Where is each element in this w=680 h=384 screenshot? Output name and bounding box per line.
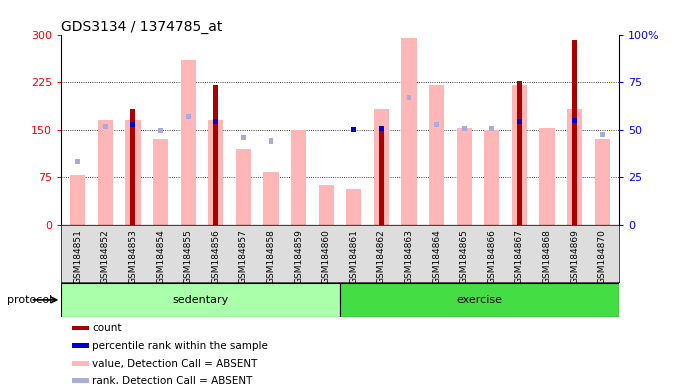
Text: rank, Detection Call = ABSENT: rank, Detection Call = ABSENT	[92, 376, 253, 384]
Text: GSM184869: GSM184869	[570, 229, 579, 284]
Bar	[241, 135, 246, 140]
Text: GSM184854: GSM184854	[156, 229, 165, 284]
Text: GSM184855: GSM184855	[184, 229, 192, 284]
Text: GSM184865: GSM184865	[460, 229, 469, 284]
Bar	[72, 326, 89, 331]
Bar	[346, 189, 361, 225]
Bar	[539, 128, 555, 225]
Text: sedentary: sedentary	[173, 295, 228, 305]
Bar	[462, 126, 466, 131]
Text: GSM184861: GSM184861	[350, 229, 358, 284]
Text: GSM184857: GSM184857	[239, 229, 248, 284]
Bar	[567, 109, 582, 225]
Text: GSM184851: GSM184851	[73, 229, 82, 284]
Bar	[429, 85, 444, 225]
Text: count: count	[92, 323, 122, 333]
Text: GSM184862: GSM184862	[377, 229, 386, 284]
Bar	[517, 127, 522, 132]
Bar	[61, 283, 340, 317]
Bar	[208, 120, 223, 225]
Bar	[214, 119, 218, 124]
Text: exercise: exercise	[456, 295, 503, 305]
Bar	[291, 130, 306, 225]
Bar	[269, 139, 273, 144]
Bar	[236, 149, 251, 225]
Text: GSM184870: GSM184870	[598, 229, 607, 284]
Text: GSM184852: GSM184852	[101, 229, 110, 284]
Bar	[98, 120, 113, 225]
Text: value, Detection Call = ABSENT: value, Detection Call = ABSENT	[92, 359, 258, 369]
Text: GSM184860: GSM184860	[322, 229, 330, 284]
Text: GSM184858: GSM184858	[267, 229, 275, 284]
Bar	[131, 122, 135, 127]
Bar	[572, 116, 577, 121]
Bar	[158, 128, 163, 133]
Bar	[352, 127, 356, 132]
Bar	[319, 185, 334, 225]
Bar	[512, 85, 527, 225]
Bar	[72, 378, 89, 383]
Bar	[103, 124, 108, 129]
Bar	[181, 60, 196, 225]
Text: GSM184863: GSM184863	[405, 229, 413, 284]
Text: GSM184859: GSM184859	[294, 229, 303, 284]
Bar	[600, 131, 605, 137]
Bar	[214, 119, 218, 124]
Text: GDS3134 / 1374785_at: GDS3134 / 1374785_at	[61, 20, 222, 33]
Bar	[70, 175, 86, 225]
Bar	[125, 120, 141, 225]
Text: GSM184868: GSM184868	[543, 229, 551, 284]
Text: percentile rank within the sample: percentile rank within the sample	[92, 341, 268, 351]
Bar	[401, 38, 417, 225]
Bar	[186, 114, 190, 119]
Bar	[131, 109, 135, 225]
Bar	[434, 122, 439, 127]
Bar	[72, 361, 89, 366]
Bar	[214, 85, 218, 225]
Bar	[407, 95, 411, 101]
Bar	[572, 40, 577, 225]
Bar	[75, 159, 80, 164]
Bar	[457, 128, 472, 225]
Bar	[153, 139, 168, 225]
Bar	[131, 121, 135, 126]
Bar	[340, 283, 619, 317]
Bar	[263, 172, 279, 225]
Text: GSM184856: GSM184856	[211, 229, 220, 284]
Bar	[484, 130, 499, 225]
Text: GSM184866: GSM184866	[488, 229, 496, 284]
Bar	[490, 126, 494, 131]
Bar	[594, 139, 610, 225]
Bar	[379, 126, 384, 131]
Bar	[72, 343, 89, 348]
Text: GSM184864: GSM184864	[432, 229, 441, 284]
Bar	[374, 109, 389, 225]
Bar	[517, 119, 522, 124]
Text: GSM184867: GSM184867	[515, 229, 524, 284]
Bar	[517, 81, 522, 225]
Bar	[379, 128, 384, 225]
Bar	[572, 118, 577, 122]
Text: protocol: protocol	[7, 295, 52, 305]
Text: GSM184853: GSM184853	[129, 229, 137, 284]
